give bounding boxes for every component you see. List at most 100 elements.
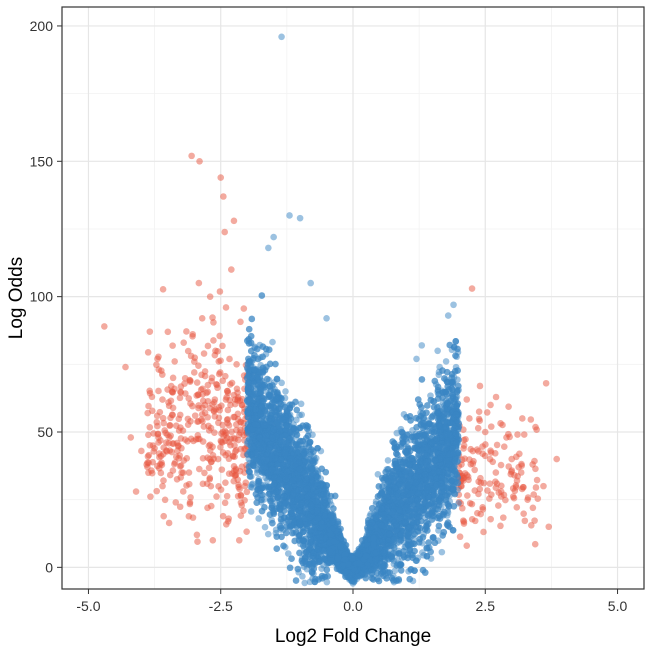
point bbox=[463, 542, 471, 549]
point bbox=[393, 429, 401, 437]
point bbox=[166, 471, 174, 479]
point bbox=[187, 417, 194, 425]
point bbox=[169, 374, 177, 382]
point bbox=[146, 424, 154, 431]
point bbox=[158, 461, 166, 469]
point bbox=[185, 469, 193, 476]
point bbox=[469, 460, 477, 468]
point bbox=[154, 430, 162, 438]
point bbox=[513, 503, 521, 511]
point bbox=[509, 485, 517, 492]
point bbox=[195, 279, 203, 287]
point bbox=[168, 411, 176, 419]
point bbox=[521, 517, 529, 525]
point bbox=[176, 503, 184, 511]
point bbox=[190, 437, 197, 445]
point bbox=[479, 504, 486, 511]
point bbox=[498, 482, 505, 490]
point bbox=[464, 492, 471, 499]
significant-points bbox=[101, 152, 560, 549]
point bbox=[503, 434, 510, 441]
point bbox=[151, 444, 158, 452]
major-gridlines bbox=[62, 7, 644, 589]
point bbox=[524, 496, 531, 503]
point bbox=[214, 455, 222, 463]
point bbox=[204, 381, 212, 389]
point bbox=[454, 376, 461, 384]
point bbox=[442, 358, 450, 365]
point bbox=[215, 419, 222, 427]
point bbox=[177, 388, 184, 395]
point bbox=[175, 442, 182, 449]
point bbox=[175, 415, 183, 423]
point bbox=[527, 416, 535, 423]
point bbox=[235, 536, 243, 544]
point bbox=[468, 515, 476, 523]
point bbox=[531, 540, 539, 548]
point bbox=[194, 432, 202, 439]
point bbox=[225, 422, 233, 429]
point bbox=[210, 337, 217, 344]
point bbox=[204, 504, 211, 512]
point bbox=[226, 396, 234, 404]
point bbox=[228, 428, 235, 436]
point bbox=[269, 338, 276, 346]
point bbox=[464, 473, 472, 481]
point bbox=[159, 396, 166, 403]
point bbox=[226, 355, 233, 363]
point bbox=[519, 415, 526, 422]
point bbox=[243, 488, 251, 496]
point bbox=[184, 438, 191, 445]
point bbox=[474, 424, 482, 432]
point bbox=[323, 578, 331, 586]
point bbox=[138, 447, 145, 455]
point bbox=[203, 389, 210, 397]
point bbox=[492, 469, 500, 476]
point bbox=[282, 388, 289, 395]
point bbox=[474, 509, 481, 517]
point bbox=[184, 347, 192, 355]
point bbox=[384, 457, 392, 464]
point bbox=[318, 565, 325, 572]
point bbox=[221, 499, 229, 507]
point bbox=[201, 401, 209, 409]
point bbox=[185, 513, 193, 520]
point bbox=[209, 537, 217, 544]
point bbox=[540, 482, 547, 490]
point bbox=[200, 350, 208, 357]
point bbox=[532, 465, 539, 473]
point bbox=[223, 492, 231, 500]
point bbox=[466, 415, 473, 422]
point bbox=[553, 455, 560, 463]
point bbox=[187, 400, 194, 407]
point bbox=[177, 462, 185, 469]
point bbox=[175, 427, 183, 434]
point bbox=[210, 399, 218, 406]
point bbox=[296, 411, 303, 419]
point bbox=[217, 174, 225, 181]
point bbox=[188, 152, 195, 160]
point bbox=[513, 477, 521, 485]
point bbox=[520, 431, 528, 438]
point bbox=[492, 393, 500, 401]
point bbox=[165, 402, 173, 410]
point bbox=[468, 285, 476, 292]
point bbox=[241, 482, 249, 490]
point bbox=[219, 342, 226, 350]
point bbox=[216, 369, 224, 376]
point bbox=[171, 358, 178, 365]
point bbox=[179, 488, 187, 495]
point bbox=[212, 347, 219, 355]
point bbox=[196, 158, 203, 165]
point bbox=[463, 396, 471, 403]
point bbox=[222, 304, 230, 311]
point bbox=[159, 414, 167, 422]
point bbox=[233, 361, 240, 368]
point bbox=[210, 407, 218, 414]
point bbox=[545, 523, 553, 531]
point bbox=[460, 436, 468, 444]
point bbox=[240, 305, 248, 312]
point bbox=[155, 387, 162, 395]
point bbox=[199, 455, 207, 462]
